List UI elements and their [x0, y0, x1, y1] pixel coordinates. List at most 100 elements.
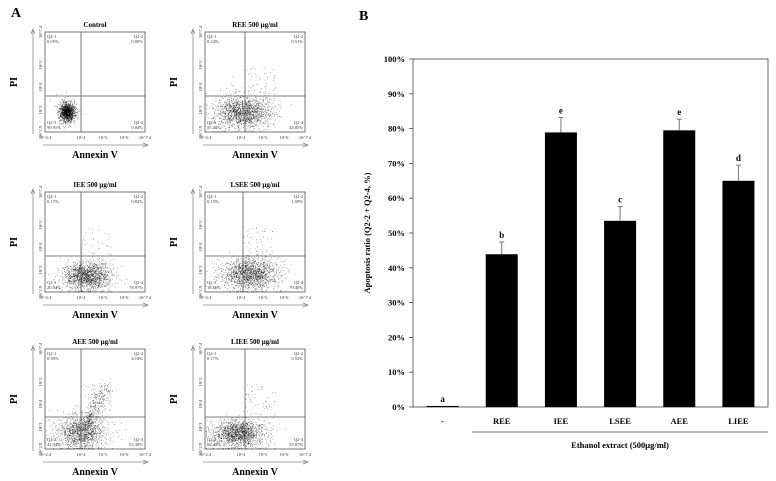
scatter-point	[227, 115, 229, 117]
scatter-point	[243, 122, 245, 123]
scatter-point	[257, 105, 258, 107]
scatter-point	[222, 112, 224, 114]
scatter-point	[77, 263, 78, 265]
scatter-point	[223, 117, 224, 119]
scatter-point	[100, 266, 101, 267]
scatter-point	[255, 111, 256, 112]
scatter-point	[86, 277, 87, 278]
scatter-point	[68, 103, 70, 105]
scatter-point	[59, 121, 61, 123]
scatter-point	[88, 289, 90, 291]
scatter-point	[238, 101, 239, 102]
scatter-point	[72, 283, 74, 284]
scatter-point	[238, 111, 239, 113]
scatter-point	[90, 274, 92, 276]
scatter-point	[108, 279, 109, 280]
scatter-point	[69, 114, 70, 116]
scatter-point	[95, 271, 96, 273]
scatter-point	[62, 100, 64, 101]
scatter-point	[88, 267, 89, 268]
scatter-point	[252, 84, 254, 86]
scatter-point	[67, 115, 68, 116]
scatter-point	[240, 110, 241, 111]
scatter-point	[90, 263, 91, 265]
scatter-point	[229, 97, 231, 98]
scatter-point	[69, 281, 70, 282]
y-tick-label: 10^7.4	[38, 185, 43, 198]
scatter-point	[102, 275, 103, 276]
scatter-point	[71, 112, 73, 113]
scatter-point	[206, 108, 207, 109]
scatter-point	[79, 279, 81, 281]
scatter-point	[79, 267, 81, 268]
scatter-point	[92, 272, 93, 274]
scatter-point	[245, 110, 247, 111]
scatter-point	[274, 114, 275, 116]
scatter-point	[89, 276, 90, 277]
scatter-point	[73, 110, 75, 111]
scatter-point	[75, 283, 76, 285]
scatter-point	[68, 279, 69, 280]
scatter-point	[238, 115, 239, 116]
scatter-point	[61, 112, 62, 113]
scatter-point	[94, 272, 96, 273]
scatter-point	[227, 98, 229, 99]
scatter-point	[68, 121, 69, 123]
scatter-point	[240, 103, 242, 105]
scatter-point	[206, 124, 208, 125]
scatter-point	[246, 115, 248, 117]
scatter-point	[224, 110, 226, 112]
scatter-point	[67, 108, 68, 109]
scatter-point	[243, 123, 244, 125]
scatter-point	[274, 120, 276, 121]
scatter-point	[223, 108, 225, 109]
scatter-point	[273, 125, 274, 127]
scatter-point	[99, 284, 100, 286]
scatter-point	[87, 285, 89, 287]
scatter-point	[232, 119, 234, 121]
scatter-point	[227, 119, 228, 120]
scatter-point	[263, 99, 264, 100]
scatter-point	[108, 272, 110, 273]
scatter-point	[233, 110, 235, 112]
scatter-point	[68, 100, 70, 102]
scatter-point	[82, 281, 83, 283]
scatter-point	[65, 115, 66, 116]
scatter-point	[116, 275, 118, 277]
scatter-point	[234, 105, 236, 106]
scatter-point	[248, 107, 249, 109]
scatter-point	[226, 110, 228, 112]
scatter-point	[83, 237, 84, 239]
scatter-point	[78, 291, 80, 292]
scatter-point	[108, 272, 109, 274]
scatter-point	[63, 102, 64, 103]
scatter-point	[101, 263, 103, 265]
scatter-point	[73, 263, 75, 265]
scatter-point	[62, 114, 63, 115]
scatter-point	[231, 125, 233, 126]
flow-plot-title: REE 500 μg/ml	[232, 21, 278, 29]
flow-plot-1: REE 500 μg/mlQ2-10.24%Q2-20.51%Q2-355.20…	[169, 21, 312, 161]
scatter-point	[71, 119, 73, 121]
scatter-point	[251, 119, 252, 120]
scatter-point	[63, 116, 64, 118]
scatter-point	[64, 122, 65, 123]
scatter-point	[70, 117, 72, 118]
scatter-point	[251, 112, 252, 114]
scatter-point	[98, 286, 100, 287]
scatter-point	[109, 236, 111, 238]
scatter-point	[81, 270, 82, 271]
scatter-point	[65, 103, 66, 105]
scatter-point	[77, 109, 78, 111]
scatter-point	[233, 112, 235, 113]
scatter-point	[235, 110, 237, 112]
scatter-point	[69, 100, 71, 102]
scatter-point	[266, 121, 268, 123]
scatter-point	[88, 274, 89, 276]
scatter-point	[242, 101, 243, 103]
scatter-point	[100, 271, 101, 272]
scatter-point	[63, 118, 65, 120]
scatter-point	[83, 269, 85, 270]
scatter-point	[68, 280, 69, 281]
scatter-point	[65, 113, 66, 114]
